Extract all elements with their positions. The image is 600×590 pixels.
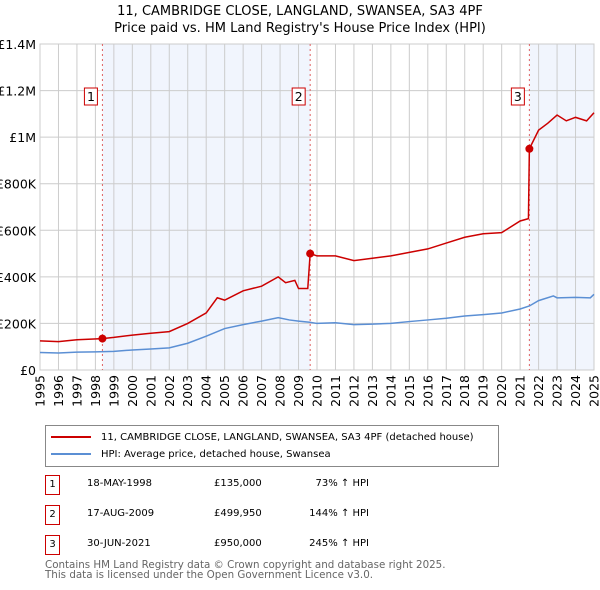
x-tick-label: 2003 (180, 375, 195, 407)
x-tick-label: 1997 (69, 375, 84, 407)
x-tick-label: 2021 (513, 375, 528, 407)
legend-swatch-property (51, 436, 91, 438)
sale-marker-box (83, 87, 98, 106)
sale-number: 3 (45, 535, 60, 555)
y-tick-label: £1M (9, 130, 36, 145)
x-tick-label: 1998 (88, 375, 103, 407)
sale-date: 30-JUN-2021 (87, 538, 151, 549)
sale-date: 17-AUG-2009 (87, 508, 155, 519)
x-tick-label: 2011 (328, 375, 343, 407)
x-tick-label: 2022 (531, 375, 546, 407)
x-tick-label: 2001 (143, 375, 158, 407)
x-tick-label: 2025 (587, 375, 600, 407)
sale-marker-label: 2 (295, 89, 303, 104)
sale-point (306, 249, 315, 258)
sale-row: 3 30-JUN-2021 £950,000 245% ↑ HPI (45, 535, 445, 555)
sale-date: 18-MAY-1998 (87, 478, 153, 489)
x-tick-label: 2024 (568, 375, 583, 407)
property-price-line (39, 112, 595, 343)
sale-row: 1 18-MAY-1998 £135,000 73% ↑ HPI (45, 475, 445, 495)
sale-hpi-change: 144% ↑ HPI (309, 508, 369, 519)
sale-marker-label: 1 (87, 89, 95, 104)
y-tick-label: £1.2M (0, 84, 36, 99)
x-tick-label: 2000 (125, 375, 140, 407)
y-tick-label: £800K (0, 177, 37, 192)
sale-hpi-change: 73% ↑ HPI (315, 478, 369, 489)
x-tick-label: 2008 (273, 375, 288, 407)
sale-marker-box (510, 87, 525, 106)
x-tick-label: 2014 (383, 375, 398, 407)
footer: Contains HM Land Registry data © Crown c… (45, 560, 446, 580)
sale-number: 2 (45, 505, 60, 525)
x-tick-label: 2017 (439, 375, 454, 407)
chart-subtitle: Price paid vs. HM Land Registry's House … (114, 21, 486, 36)
footer-copyright: Contains HM Land Registry data © Crown c… (45, 559, 446, 571)
sale-price: £135,000 (214, 478, 262, 489)
sale-point (525, 144, 534, 153)
y-tick-label: £400K (0, 270, 37, 285)
x-tick-label: 2007 (254, 375, 269, 407)
x-tick-label: 2012 (346, 375, 361, 407)
hpi-line (39, 293, 595, 354)
sale-marker-box (291, 87, 306, 106)
y-tick-label: £600K (0, 223, 37, 238)
sale-hpi-change: 245% ↑ HPI (309, 538, 369, 549)
x-tick-label: 1995 (33, 375, 48, 407)
x-tick-label: 2004 (199, 375, 214, 407)
x-tick-label: 2005 (217, 375, 232, 407)
x-tick-label: 2018 (457, 375, 472, 407)
sale-point (98, 334, 107, 343)
x-tick-label: 1996 (51, 375, 66, 407)
x-tick-label: 2006 (236, 375, 251, 407)
legend-swatch-hpi (51, 453, 91, 455)
sale-marker-label: 3 (514, 89, 522, 104)
y-tick-label: £0 (20, 363, 36, 378)
x-tick-label: 2009 (291, 375, 306, 407)
y-tick-label: £200K (0, 316, 37, 331)
plot-border (39, 43, 595, 371)
sale-price: £499,950 (214, 508, 262, 519)
sale-number: 1 (45, 475, 60, 495)
x-tick-label: 2016 (420, 375, 435, 407)
plot-area: 1995 1996 1997 1998 1999 2000 2001 2002 2003 2004… (0, 37, 600, 407)
chart-title: 11, CAMBRIDGE CLOSE, LANGLAND, SWANSEA, … (117, 4, 483, 19)
x-tick-label: 2010 (310, 375, 325, 407)
x-tick-label: 2020 (494, 375, 509, 407)
x-tick-label: 2002 (162, 375, 177, 407)
sale-row: 2 17-AUG-2009 £499,950 144% ↑ HPI (45, 505, 445, 525)
x-tick-label: 2015 (402, 375, 417, 407)
legend-label-property: 11, CAMBRIDGE CLOSE, LANGLAND, SWANSEA, … (101, 431, 474, 443)
legend-label-hpi: HPI: Average price, detached house, Swan… (101, 448, 331, 460)
footer-licence: This data is licensed under the Open Gov… (45, 569, 374, 581)
sale-price: £950,000 (214, 538, 262, 549)
legend: 11, CAMBRIDGE CLOSE, LANGLAND, SWANSEA, … (45, 425, 499, 467)
x-tick-label: 2013 (365, 375, 380, 407)
y-tick-label: £1.4M (0, 37, 36, 52)
shaded-period (529, 44, 594, 370)
x-tick-label: 2019 (476, 375, 491, 407)
x-tick-label: 2023 (550, 375, 565, 407)
x-tick-label: 1999 (106, 375, 121, 407)
